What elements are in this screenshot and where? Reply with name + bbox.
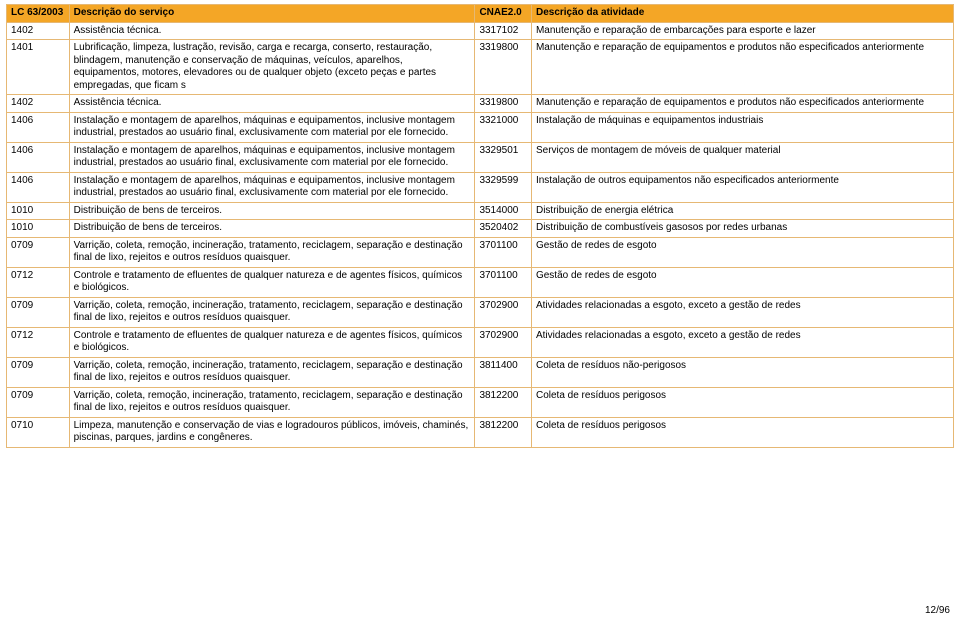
cell-lc: 1406	[7, 112, 70, 142]
cell-servico: Instalação e montagem de aparelhos, máqu…	[69, 142, 475, 172]
cell-atividade: Serviços de montagem de móveis de qualqu…	[531, 142, 953, 172]
cell-atividade: Atividades relacionadas a esgoto, exceto…	[531, 297, 953, 327]
cell-atividade: Atividades relacionadas a esgoto, exceto…	[531, 327, 953, 357]
cell-lc: 1010	[7, 202, 70, 220]
data-table: LC 63/2003 Descrição do serviço CNAE2.0 …	[6, 4, 954, 448]
cell-servico: Varrição, coleta, remoção, incineração, …	[69, 387, 475, 417]
cell-atividade: Distribuição de combustíveis gasosos por…	[531, 220, 953, 238]
cell-cnae: 3514000	[475, 202, 532, 220]
cell-servico: Assistência técnica.	[69, 22, 475, 40]
cell-lc: 0709	[7, 297, 70, 327]
cell-servico: Varrição, coleta, remoção, incineração, …	[69, 357, 475, 387]
cell-lc: 0712	[7, 327, 70, 357]
table-row: 0709Varrição, coleta, remoção, incineraç…	[7, 297, 954, 327]
cell-atividade: Distribuição de energia elétrica	[531, 202, 953, 220]
table-body: 1402Assistência técnica.3317102Manutençã…	[7, 22, 954, 447]
cell-lc: 1401	[7, 40, 70, 95]
table-row: 0712Controle e tratamento de efluentes d…	[7, 327, 954, 357]
table-row: 1406Instalação e montagem de aparelhos, …	[7, 112, 954, 142]
table-header-row: LC 63/2003 Descrição do serviço CNAE2.0 …	[7, 5, 954, 23]
cell-lc: 0709	[7, 237, 70, 267]
cell-servico: Controle e tratamento de efluentes de qu…	[69, 327, 475, 357]
cell-atividade: Manutenção e reparação de equipamentos e…	[531, 95, 953, 113]
cell-servico: Instalação e montagem de aparelhos, máqu…	[69, 112, 475, 142]
page-number: 12/96	[925, 605, 950, 616]
cell-servico: Limpeza, manutenção e conservação de via…	[69, 417, 475, 447]
cell-cnae: 3319800	[475, 95, 532, 113]
table-row: 1406Instalação e montagem de aparelhos, …	[7, 142, 954, 172]
cell-cnae: 3702900	[475, 327, 532, 357]
cell-atividade: Manutenção e reparação de equipamentos e…	[531, 40, 953, 95]
cell-lc: 0709	[7, 387, 70, 417]
cell-atividade: Coleta de resíduos perigosos	[531, 417, 953, 447]
cell-cnae: 3321000	[475, 112, 532, 142]
cell-cnae: 3329599	[475, 172, 532, 202]
table-row: 1402Assistência técnica.3319800Manutençã…	[7, 95, 954, 113]
cell-servico: Instalação e montagem de aparelhos, máqu…	[69, 172, 475, 202]
cell-cnae: 3319800	[475, 40, 532, 95]
table-row: 0709Varrição, coleta, remoção, incineraç…	[7, 237, 954, 267]
cell-atividade: Manutenção e reparação de embarcações pa…	[531, 22, 953, 40]
cell-lc: 0710	[7, 417, 70, 447]
cell-servico: Varrição, coleta, remoção, incineração, …	[69, 297, 475, 327]
cell-servico: Distribuição de bens de terceiros.	[69, 220, 475, 238]
cell-atividade: Coleta de resíduos não-perigosos	[531, 357, 953, 387]
cell-atividade: Gestão de redes de esgoto	[531, 267, 953, 297]
cell-servico: Assistência técnica.	[69, 95, 475, 113]
table-row: 1401Lubrificação, limpeza, lustração, re…	[7, 40, 954, 95]
col-header-atividade: Descrição da atividade	[531, 5, 953, 23]
cell-servico: Distribuição de bens de terceiros.	[69, 202, 475, 220]
table-row: 1010Distribuição de bens de terceiros.35…	[7, 220, 954, 238]
table-row: 1406Instalação e montagem de aparelhos, …	[7, 172, 954, 202]
cell-lc: 1010	[7, 220, 70, 238]
cell-atividade: Instalação de outros equipamentos não es…	[531, 172, 953, 202]
table-row: 0709Varrição, coleta, remoção, incineraç…	[7, 357, 954, 387]
col-header-lc: LC 63/2003	[7, 5, 70, 23]
cell-cnae: 3811400	[475, 357, 532, 387]
cell-servico: Lubrificação, limpeza, lustração, revisã…	[69, 40, 475, 95]
table-row: 0710Limpeza, manutenção e conservação de…	[7, 417, 954, 447]
cell-lc: 0712	[7, 267, 70, 297]
table-row: 0712Controle e tratamento de efluentes d…	[7, 267, 954, 297]
table-row: 1402Assistência técnica.3317102Manutençã…	[7, 22, 954, 40]
col-header-cnae: CNAE2.0	[475, 5, 532, 23]
cell-lc: 1406	[7, 172, 70, 202]
table-row: 0709Varrição, coleta, remoção, incineraç…	[7, 387, 954, 417]
cell-cnae: 3812200	[475, 417, 532, 447]
cell-lc: 0709	[7, 357, 70, 387]
cell-atividade: Gestão de redes de esgoto	[531, 237, 953, 267]
cell-cnae: 3329501	[475, 142, 532, 172]
col-header-servico: Descrição do serviço	[69, 5, 475, 23]
cell-cnae: 3701100	[475, 237, 532, 267]
cell-cnae: 3520402	[475, 220, 532, 238]
cell-cnae: 3701100	[475, 267, 532, 297]
cell-servico: Controle e tratamento de efluentes de qu…	[69, 267, 475, 297]
cell-cnae: 3702900	[475, 297, 532, 327]
cell-lc: 1406	[7, 142, 70, 172]
cell-cnae: 3812200	[475, 387, 532, 417]
cell-atividade: Instalação de máquinas e equipamentos in…	[531, 112, 953, 142]
cell-lc: 1402	[7, 95, 70, 113]
cell-servico: Varrição, coleta, remoção, incineração, …	[69, 237, 475, 267]
cell-cnae: 3317102	[475, 22, 532, 40]
table-row: 1010Distribuição de bens de terceiros.35…	[7, 202, 954, 220]
cell-lc: 1402	[7, 22, 70, 40]
cell-atividade: Coleta de resíduos perigosos	[531, 387, 953, 417]
